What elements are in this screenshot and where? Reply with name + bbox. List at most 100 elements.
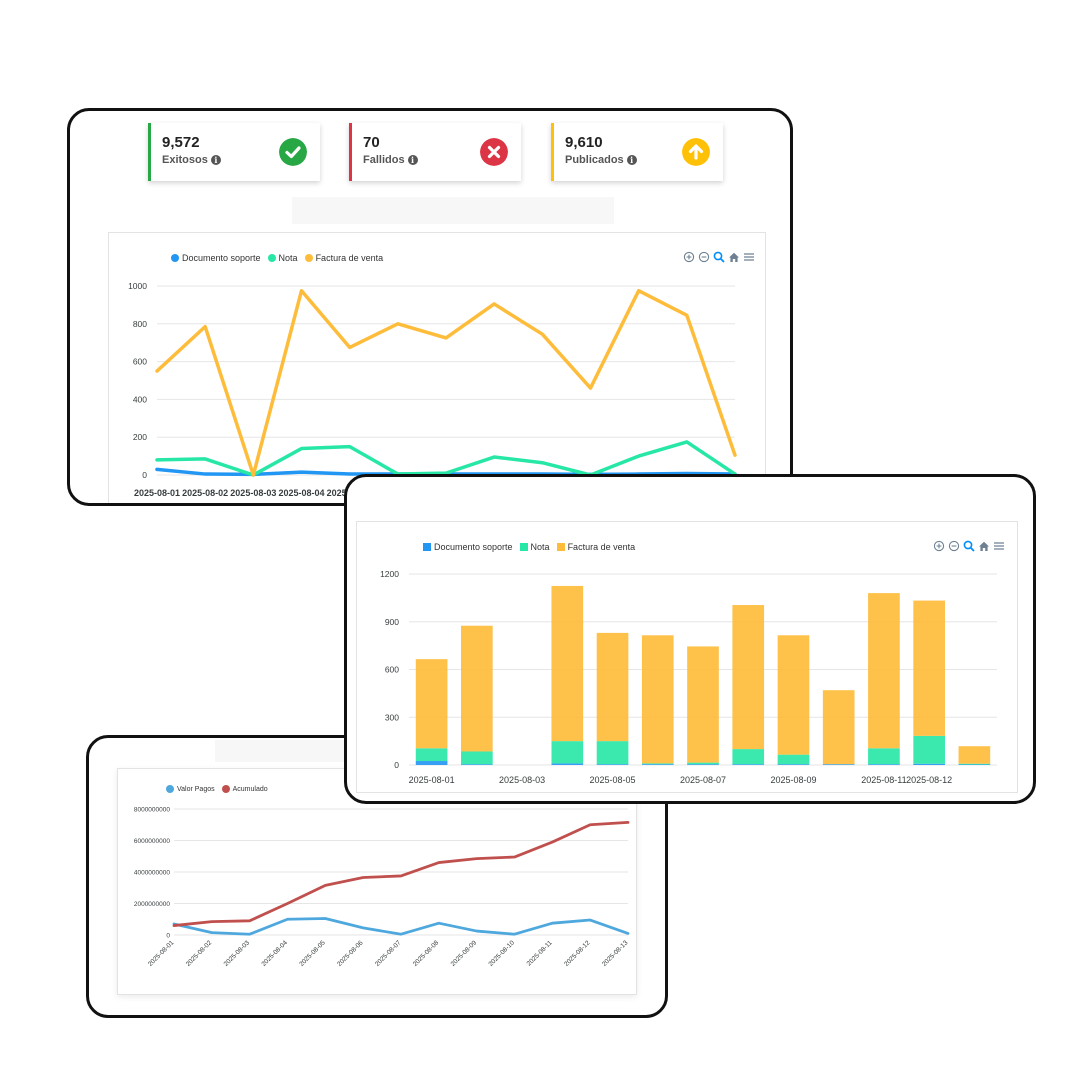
bar-factura-de-venta[interactable] — [641, 635, 674, 764]
x-tick-label: 2025-08-05 — [298, 939, 327, 968]
legend-marker — [267, 254, 276, 262]
bar-documento-soporte[interactable] — [913, 763, 945, 765]
bar-factura-de-venta[interactable] — [596, 632, 629, 742]
series-line-acumulado — [172, 820, 630, 927]
home-icon[interactable] — [978, 539, 990, 557]
legend-item-factura-de-venta[interactable]: Factura de venta — [556, 542, 635, 552]
bar-factura-de-venta[interactable] — [868, 593, 900, 749]
bar-documento-soporte[interactable] — [732, 764, 765, 765]
zoom-out-icon[interactable] — [698, 250, 710, 268]
legend-label: Valor Pagos — [177, 785, 215, 793]
arrow-up-icon — [682, 138, 710, 166]
info-icon[interactable]: i — [407, 155, 418, 165]
legend-item-nota[interactable]: Nota — [519, 542, 550, 552]
search-zoom-icon[interactable] — [963, 539, 975, 557]
bar-nota[interactable] — [777, 754, 810, 765]
stat-value: 70 — [363, 134, 380, 151]
x-tick-label: 2025-08-07 — [680, 775, 726, 785]
legend-item-documento-soporte[interactable]: Documento soporte — [423, 542, 513, 552]
bar-factura-de-venta[interactable] — [777, 635, 810, 755]
bar-documento-soporte[interactable] — [551, 763, 584, 765]
y-tick-label: 400 — [133, 394, 147, 404]
bar-nota[interactable] — [732, 749, 765, 765]
x-tick-label: 2025-08-07 — [374, 939, 403, 968]
stat-label: Fallidos i — [363, 154, 418, 166]
bar-documento-soporte[interactable] — [868, 764, 900, 765]
y-tick-label: 0 — [166, 933, 170, 940]
bar-nota[interactable] — [596, 741, 629, 765]
legend-label: Documento soporte — [434, 542, 513, 552]
bar-documento-soporte[interactable] — [415, 761, 448, 765]
legend-marker — [166, 785, 174, 793]
bar-factura-de-venta[interactable] — [958, 746, 991, 764]
y-tick-label: 600 — [133, 357, 147, 367]
chart-svg: 0 2000000000 4000000000 6000000000 800000000… — [134, 807, 630, 968]
close-icon — [480, 138, 508, 166]
home-icon[interactable] — [728, 250, 740, 268]
bar-factura-de-venta[interactable] — [732, 605, 765, 750]
bar-factura-de-venta[interactable] — [822, 690, 855, 765]
stat-card-fallidos: 70 Fallidos i — [349, 123, 521, 181]
bar-nota[interactable] — [461, 751, 493, 765]
chart-toolbar — [683, 250, 755, 268]
legend-item-acumulado[interactable]: Acumulado — [221, 785, 268, 793]
bar-factura-de-venta[interactable] — [913, 600, 945, 736]
chart-legend: Documento soporte Nota Factura de venta — [171, 253, 390, 263]
bar-nota[interactable] — [687, 762, 719, 765]
series-line-factura-de-venta — [155, 288, 737, 477]
bar-documento-soporte[interactable] — [596, 764, 629, 765]
bar-nota[interactable] — [551, 741, 584, 764]
bar-documento-soporte[interactable] — [777, 764, 810, 765]
stat-card-exitosos: 9,572 Exitosos i — [148, 123, 320, 181]
zoom-in-icon[interactable] — [933, 539, 945, 557]
bar-factura-de-venta[interactable] — [415, 659, 448, 749]
bar-documento-soporte[interactable] — [687, 764, 719, 765]
y-tick-label: 2000000000 — [134, 901, 171, 908]
menu-icon[interactable] — [743, 250, 755, 268]
info-icon[interactable]: i — [210, 155, 221, 165]
search-zoom-icon[interactable] — [713, 250, 725, 268]
legend-item-valor-pagos[interactable]: Valor Pagos — [166, 785, 215, 793]
stat-label: Exitosos i — [162, 154, 221, 166]
summary-panel: 9,572 Exitosos i 70 Fallidos i 9,610 Publi… — [67, 108, 793, 506]
legend-label: Documento soporte — [182, 253, 261, 263]
bar-documento-soporte[interactable] — [641, 764, 674, 765]
legend-label: Nota — [530, 542, 550, 552]
legend-label: Acumulado — [232, 785, 268, 793]
x-tick-label: 2025-08-12 — [906, 775, 952, 785]
legend-item-documento-soporte[interactable]: Documento soporte — [171, 253, 261, 263]
zoom-out-icon[interactable] — [948, 539, 960, 557]
bar-nota[interactable] — [958, 763, 991, 765]
line-chart-documents: Documento soporte Nota Factura de venta 0 2… — [108, 232, 766, 503]
zoom-in-icon[interactable] — [683, 250, 695, 268]
bar-nota[interactable] — [641, 763, 674, 765]
info-icon[interactable]: i — [626, 155, 637, 165]
bar-factura-de-venta[interactable] — [461, 625, 493, 752]
bar-nota[interactable] — [415, 748, 448, 762]
bar-documento-soporte[interactable] — [461, 764, 493, 765]
x-tick-label: 2025-08-11 — [861, 775, 906, 785]
x-tick-label: 2025-08-05 — [590, 775, 636, 785]
legend-item-factura-de-venta[interactable]: Factura de venta — [304, 253, 383, 263]
y-tick-label: 200 — [133, 432, 147, 442]
x-tick-label: 2025-08-08 — [412, 939, 441, 968]
stat-value: 9,610 — [565, 134, 603, 151]
bar-nota[interactable] — [913, 735, 945, 764]
legend-item-nota[interactable]: Nota — [267, 253, 298, 263]
x-tick-label: 2025-08-12 — [563, 939, 592, 968]
menu-icon[interactable] — [993, 539, 1005, 557]
chart-svg: 0 300 600 900 1200 2025-08-01 2025-08-03 2025-0… — [380, 569, 997, 785]
legend-label: Nota — [278, 253, 298, 263]
y-tick-label: 600 — [385, 665, 399, 675]
bar-factura-de-venta[interactable] — [687, 646, 719, 763]
stat-card-publicados: 9,610 Publicados i — [551, 123, 723, 181]
x-tick-label: 2025-08-06 — [336, 939, 365, 968]
y-tick-label: 0 — [394, 760, 399, 770]
x-tick-label: 2025-08-03 — [230, 488, 276, 498]
bar-nota[interactable] — [868, 748, 900, 765]
y-tick-label: 8000000000 — [134, 807, 171, 814]
x-tick-label: 2025-08-04 — [278, 488, 324, 498]
bar-factura-de-venta[interactable] — [551, 585, 584, 742]
bar-documento-soporte[interactable] — [822, 764, 855, 765]
